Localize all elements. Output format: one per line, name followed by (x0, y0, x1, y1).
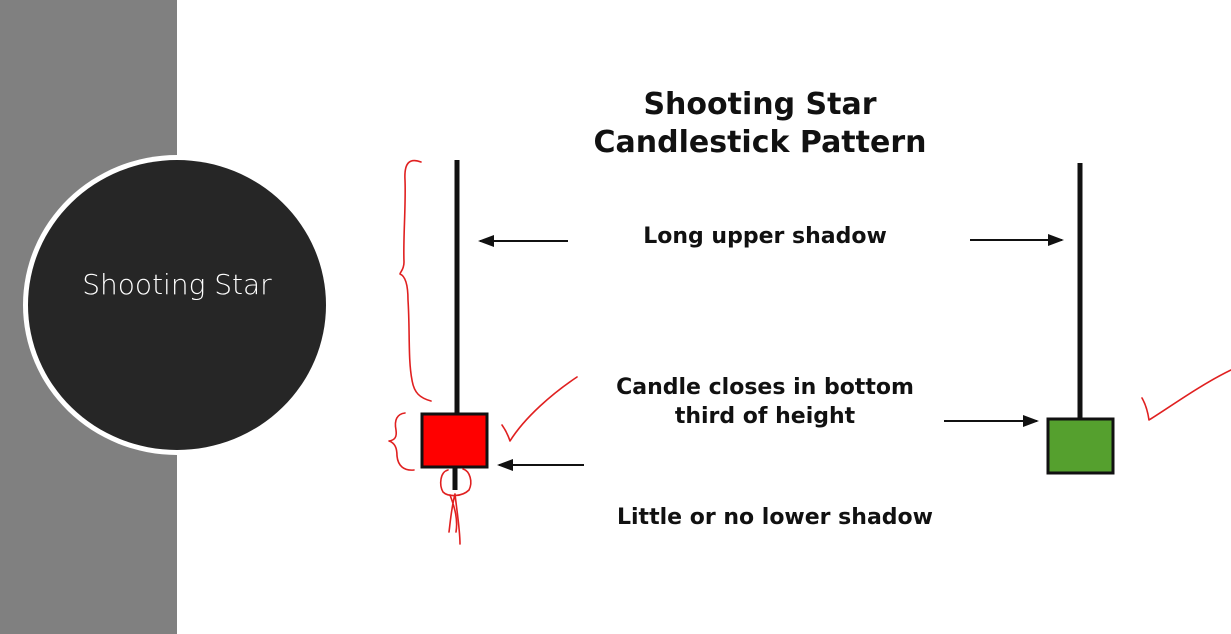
slide-title: Shooting Star (82, 268, 272, 301)
diagram-title: Shooting Star Candlestick Pattern (560, 86, 960, 162)
lower-shadow-scribble (448, 493, 461, 545)
bullish-check-mark (1141, 369, 1231, 421)
diagram-title-line2: Candlestick Pattern (593, 125, 927, 160)
handwritten-annotations (388, 159, 1231, 545)
title-circle (28, 160, 326, 450)
label-close-line1: Candle closes in bottom (616, 375, 914, 400)
label-close-position: Candle closes in bottom third of height (580, 373, 950, 431)
bearish-check-mark (501, 376, 578, 442)
label-close-line2: third of height (674, 404, 856, 429)
bearish-candle-body (420, 412, 489, 469)
body-brace (388, 412, 415, 471)
label-upper-shadow: Long upper shadow (643, 224, 887, 249)
label-lower-shadow: Little or no lower shadow (617, 505, 933, 530)
diagram-title-line1: Shooting Star (643, 87, 877, 122)
bullish-candle-body (1046, 417, 1115, 475)
upper-shadow-brace (399, 159, 432, 402)
